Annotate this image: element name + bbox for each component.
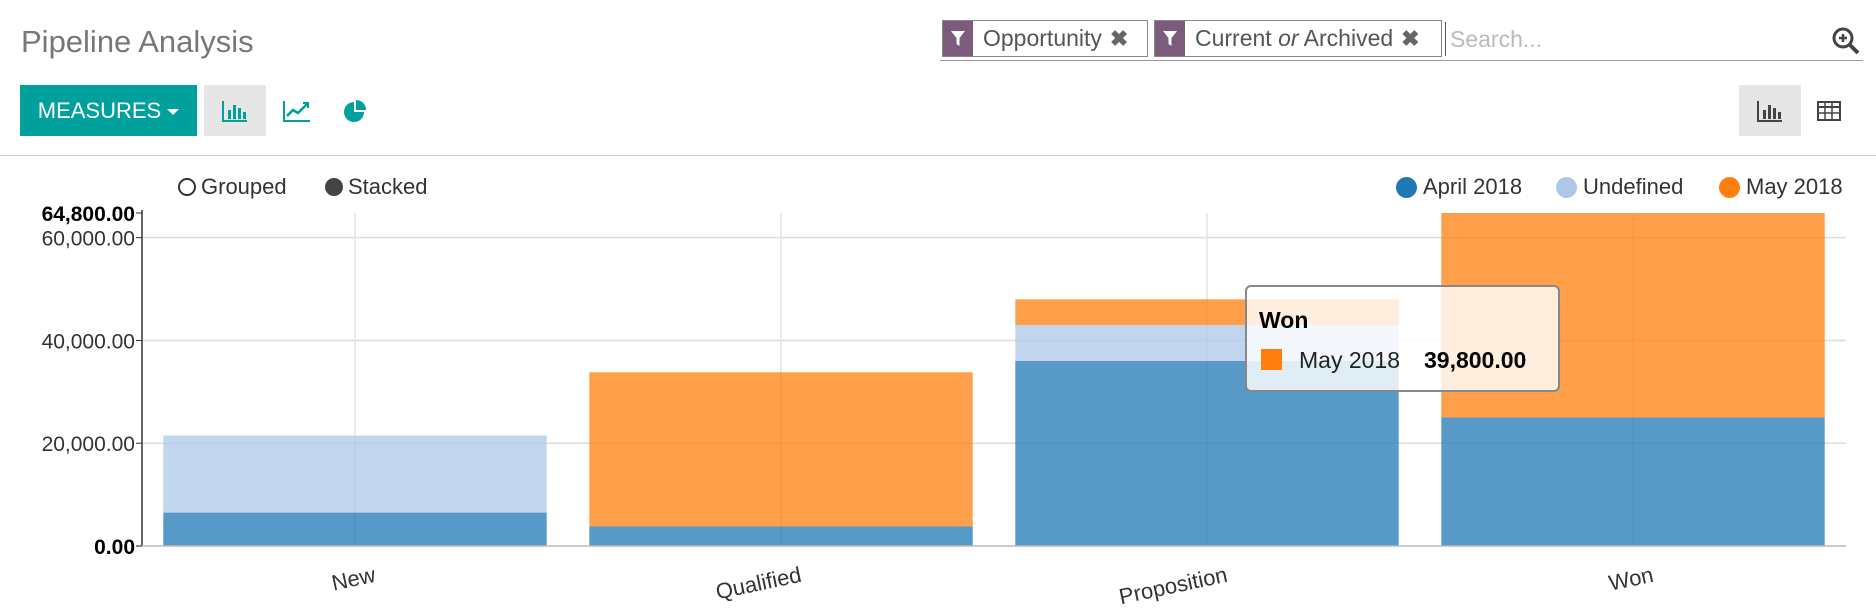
filter-icon [1155, 21, 1185, 56]
x-tick-label: Proposition [1117, 562, 1230, 609]
radio-selected-icon [325, 178, 343, 196]
tooltip-series: May 2018 [1299, 347, 1401, 373]
close-icon[interactable]: ✖ [1401, 25, 1420, 51]
legend-swatch [1719, 176, 1740, 198]
facet-or: or [1278, 25, 1299, 51]
measures-label: MEASURES [37, 97, 162, 123]
tooltip-title: Won [1259, 307, 1309, 333]
facet-current-archived[interactable]: Current or Archived ✖ [1154, 20, 1442, 57]
legend-label: Undefined [1583, 174, 1684, 199]
measures-button[interactable]: MEASURES [20, 85, 197, 136]
tooltip-swatch [1261, 349, 1282, 370]
legend-item-may[interactable]: May 2018 [1719, 174, 1843, 200]
stacked-option[interactable]: Stacked [325, 174, 428, 200]
bar-chart: 0.00 20,000.00 40,000.00 60,000.0064,800.00… [42, 203, 1846, 609]
tooltip-value: 39,800.00 [1424, 347, 1527, 373]
toolbar-divider [0, 155, 1876, 156]
radio-unselected-icon [178, 178, 196, 196]
facet-value-current: Current [1195, 25, 1272, 51]
x-tick-label: Qualified [713, 562, 803, 605]
bar-segment [163, 512, 547, 546]
pivot-table-icon [1817, 100, 1841, 121]
y-tick-label: 60,000.00 [42, 228, 135, 251]
bar-chart-icon [222, 100, 247, 122]
y-tick-label: 20,000.00 [42, 433, 135, 456]
page-title: Pipeline Analysis [21, 24, 254, 59]
facet-opportunity[interactable]: Opportunity ✖ [942, 20, 1148, 57]
y-tick-label: 64,800.00 [42, 203, 135, 226]
bar-segment [589, 372, 973, 527]
y-tick-label: 40,000.00 [42, 330, 135, 353]
x-tick-label: Won [1606, 562, 1655, 596]
legend-label: April 2018 [1423, 174, 1523, 199]
y-tick-label: 0.00 [94, 536, 135, 559]
facet-label: Current or Archived [1185, 25, 1401, 52]
legend-swatch [1396, 176, 1417, 198]
search-icon[interactable] [1831, 26, 1861, 56]
legend-item-undefined[interactable]: Undefined [1556, 174, 1683, 200]
pie-chart-button[interactable] [324, 85, 386, 136]
pie-chart-icon [344, 99, 366, 122]
search-bar: Opportunity ✖ Current or Archived ✖ [940, 20, 1863, 61]
line-chart-icon [283, 100, 310, 122]
pivot-view-button[interactable] [1798, 85, 1860, 136]
search-input[interactable] [1445, 22, 1812, 56]
bar-segment [163, 435, 547, 513]
legend-item-april[interactable]: April 2018 [1396, 174, 1522, 200]
facet-value-archived: Archived [1303, 25, 1394, 51]
stacked-label: Stacked [348, 174, 428, 199]
close-icon[interactable]: ✖ [1109, 25, 1129, 51]
graph-view-icon [1757, 100, 1782, 122]
chart-tooltip: Won May 2018 39,800.00 [1245, 285, 1560, 392]
legend-swatch [1556, 176, 1577, 198]
graph-view-button[interactable] [1739, 85, 1801, 136]
line-chart-button[interactable] [266, 85, 328, 136]
grouped-label: Grouped [201, 174, 287, 199]
bar-segment [589, 526, 973, 546]
grouped-option[interactable]: Grouped [178, 174, 287, 200]
caret-down-icon [167, 109, 180, 115]
facet-label: Opportunity [983, 25, 1102, 51]
bar-chart-button[interactable] [204, 85, 266, 136]
x-tick-label: New [329, 562, 377, 596]
filter-icon [943, 21, 973, 56]
bar-segment [1441, 417, 1825, 546]
legend-label: May 2018 [1746, 174, 1843, 199]
